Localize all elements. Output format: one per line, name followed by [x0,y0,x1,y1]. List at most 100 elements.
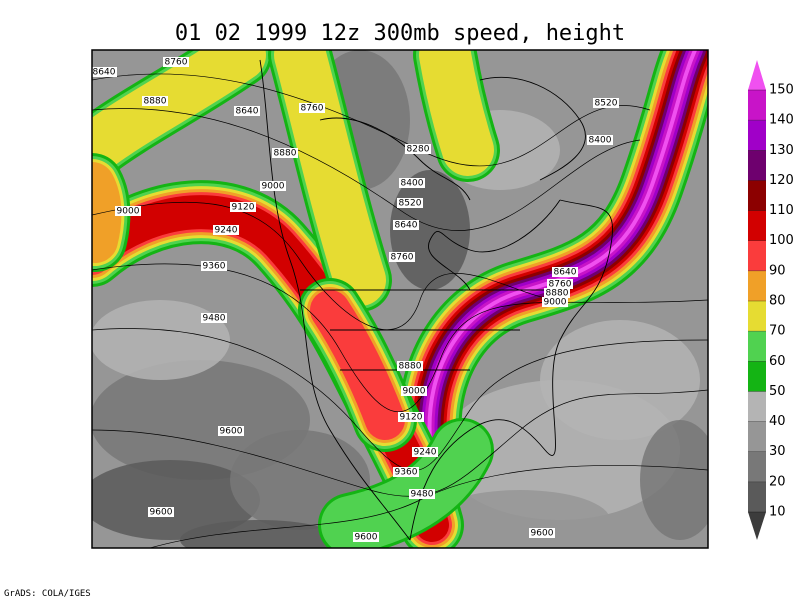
contour-label-box [593,98,619,108]
contour-label-box [142,96,168,106]
contour-label-box [213,225,239,235]
coastline [319,117,471,201]
speed-shade [92,300,230,380]
colorbar-segment [748,331,766,362]
contour-label-box [163,57,189,67]
height-contour [92,263,708,413]
colorbar-segment [748,240,766,271]
contour-label-box [401,386,427,396]
colorbar-label: 110 [769,203,794,218]
jet-band [92,162,122,263]
contour-label: 9600 [220,427,243,437]
jet-band [321,421,491,548]
title: 01 02 1999 12z 300mb speed, height [175,21,625,46]
jet-band [427,50,697,442]
contour-label-box [409,489,435,499]
contour-label-box [529,528,555,538]
coastline [427,199,561,291]
contour-label: 8880 [274,149,297,159]
colorbar-label: 40 [769,414,786,429]
speed-shade [92,460,260,540]
contour-label: 9600 [355,533,378,543]
contour-label: 9600 [531,529,554,539]
contour-label: 9000 [262,182,285,192]
contour-label-box [587,135,613,145]
colorbar-tip [748,512,766,540]
contour-label: 9000 [117,207,140,217]
contour-label: 8520 [399,199,422,209]
contour-label: 9360 [395,468,418,478]
contour-label: 8520 [595,99,618,109]
contour-label: 9240 [414,448,437,458]
contour-label-box [399,178,425,188]
colorbar-label: 150 [769,83,794,98]
speed-shade [640,420,708,540]
contour-label-box [544,288,570,298]
colorbar-label: 90 [769,263,786,278]
contour-label: 8640 [93,68,116,78]
colorbar-segment [748,180,766,211]
contour-label-box [260,181,286,191]
contour-label: 9000 [544,298,567,308]
contour-label-box [405,144,431,154]
colorbar-segment [748,451,766,482]
contour-label: 9240 [215,226,238,236]
contour-label: 8760 [165,58,188,68]
colorbar: 10 20 30 40 50 60 70 80 90 100 110 120 130 140 150 [748,60,794,540]
colorbar-label: 50 [769,384,786,399]
contour-label: 9000 [403,387,426,397]
height-contour [92,201,561,330]
height-contour [149,465,708,548]
contour-label: 8640 [554,268,577,278]
contour-label: 9360 [203,262,226,272]
colorbar-label: 100 [769,233,794,248]
contour-label-box [201,313,227,323]
contour-label: 8400 [401,179,424,189]
contour-label: 8880 [144,97,167,107]
contour-label-box [218,426,244,436]
contour-label-box [393,220,419,230]
contour-label: 8760 [301,104,324,114]
coastline [409,199,613,541]
height-contour [92,389,708,497]
colorbar-label: 80 [769,294,786,309]
contour-label-box [397,361,423,371]
contour-label: 8760 [549,280,572,290]
height-contour [92,108,641,231]
contour-label-box [272,148,298,158]
contour-label-box [115,206,141,216]
colorbar-label: 120 [769,173,794,188]
contour-label-box [230,202,256,212]
contour-label: 8880 [399,362,422,372]
contour-label: 8760 [391,253,414,263]
contour-label-box [353,532,379,542]
colorbar-segment [748,150,766,181]
speed-shade [430,490,610,548]
contour-label: 9480 [411,490,434,500]
map-frame [91,49,709,549]
contour-label: 9480 [203,314,226,324]
colorbar-tip [748,60,766,90]
colorbar-segment [748,301,766,332]
colorbar-segment [748,90,766,121]
colorbar-segment [748,270,766,301]
contour-label-box [547,279,573,289]
colorbar-segment [748,421,766,452]
contour-label-box [542,297,568,307]
contour-label: 9120 [400,413,423,423]
contour-label: 8640 [395,221,418,231]
colorbar-label: 70 [769,324,786,339]
speed-shade [180,520,340,548]
contour-label: 8400 [589,136,612,146]
contour-label: 8880 [546,289,569,299]
contour-label: 8280 [407,145,430,155]
colorbar-label: 20 [769,474,786,489]
contour-label-box [412,447,438,457]
colorbar-segment [748,481,766,512]
colorbar-label: 30 [769,444,786,459]
contour-label-box [234,106,260,116]
contour-label-box [92,67,117,77]
colorbar-segment [748,391,766,422]
